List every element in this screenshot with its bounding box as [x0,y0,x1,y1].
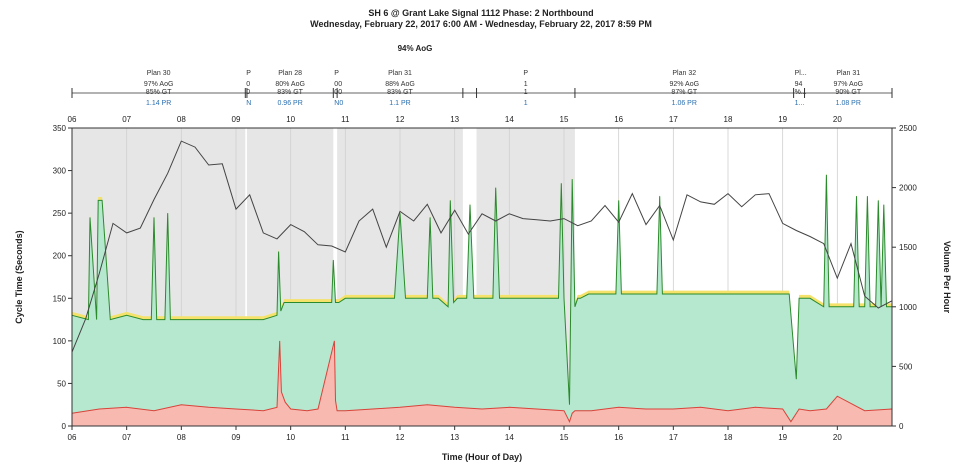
x-tick-label-top: 19 [778,115,787,124]
plan-gt: 00 [334,89,342,96]
x-tick-label: 18 [724,433,733,442]
x-tick-label: 10 [286,433,295,442]
x-tick-label-top: 09 [232,115,241,124]
plan-label: Plan 31 [836,70,860,77]
y2-tick-label: 1500 [899,243,917,252]
y2-tick-label: 1000 [899,303,917,312]
x-tick-label-top: 20 [833,115,842,124]
x-tick-label: 17 [669,433,678,442]
y-tick-label: 150 [53,294,67,303]
overall-aog: 94% AoG [397,44,433,53]
plan-pr: 0.96 PR [277,100,302,107]
plan-pr: 1 [524,100,528,107]
x-tick-label: 16 [614,433,623,442]
y2-tick-label: 2000 [899,184,917,193]
green-area [72,174,892,426]
plan-label: Plan 28 [278,70,302,77]
plan-gt: 83% GT [387,89,413,96]
y-tick-label: 200 [53,252,67,261]
x-tick-label-top: 12 [396,115,405,124]
plan-label: Plan 32 [672,70,696,77]
y-tick-label: 50 [57,379,66,388]
plan-gt: 83% GT [277,89,303,96]
red-area [72,340,892,426]
plan-pr: N0 [334,100,343,107]
plan-aog: 00 [334,81,342,88]
x-tick-label: 07 [122,433,131,442]
chart-subtitle: Wednesday, February 22, 2017 6:00 AM - W… [310,19,652,29]
volume-line [71,140,893,353]
plan-label: P [334,70,339,77]
x-tick-label-top: 07 [122,115,131,124]
y-tick-label: 100 [53,337,67,346]
plan-aog: 0 [246,81,250,88]
x-tick-label-top: 11 [341,115,350,124]
x-axis-title: Time (Hour of Day) [442,452,522,462]
x-tick-label-top: 13 [450,115,459,124]
plan-pr: 1.14 PR [146,100,171,107]
plan-aog: 97% AoG [833,81,863,88]
plan-gt: %... [795,89,807,96]
plan-label: Plan 30 [147,70,171,77]
y-tick-label: 250 [53,209,67,218]
red-line [71,340,893,424]
plan-pr: 1.08 PR [836,100,861,107]
x-tick-label-top: 16 [614,115,623,124]
plan-label: P [246,70,251,77]
plan-aog: 1 [524,81,528,88]
y2-tick-label: 500 [899,362,913,371]
x-tick-label-top: 15 [560,115,569,124]
y-tick-label: 300 [53,167,67,176]
plan-aog: 88% AoG [385,81,415,88]
y-axis-title: Cycle Time (Seconds) [14,230,24,323]
plan-aog: 92% AoG [669,81,699,88]
x-tick-label-top: 17 [669,115,678,124]
plan-aog: 94 [795,81,803,88]
x-tick-label: 13 [450,433,459,442]
plan-pr: N [246,100,251,107]
plan-gt: 0 [246,89,250,96]
plan-gt: 85% GT [146,89,172,96]
y2-tick-label: 2500 [899,124,917,133]
plan-label: Plan 31 [388,70,412,77]
x-tick-label-top: 06 [68,115,77,124]
green-line [71,174,892,405]
y2-tick-label: 0 [899,422,904,431]
x-tick-label: 09 [232,433,241,442]
series-lines-layer [71,140,893,424]
x-tick-label-top: 08 [177,115,186,124]
x-tick-label: 20 [833,433,842,442]
y2-axis-title: Volume Per Hour [942,241,952,314]
plan-gt: 90% GT [835,89,861,96]
x-tick-label: 12 [396,433,405,442]
axes-layer: 0 50 100 150 200 250 300 350 0 500 1000 1500 2000 250… [14,115,952,462]
x-tick-label-top: 14 [505,115,514,124]
plan-gt: 1 [524,89,528,96]
plan-aog: 97% AoG [144,81,174,88]
plan-gt: 87% GT [671,89,697,96]
plan-pr: 1... [795,100,805,107]
chart-title: SH 6 @ Grant Lake Signal 1112 Phase: 2 N… [368,8,594,18]
x-tick-label: 14 [505,433,514,442]
x-tick-label-top: 10 [286,115,295,124]
x-tick-label: 15 [560,433,569,442]
plan-label: Pl... [795,70,807,77]
plan-aog: 80% AoG [275,81,305,88]
y-tick-label: 350 [53,124,67,133]
x-tick-label: 11 [341,433,350,442]
plan-label: P [523,70,528,77]
plan-pr: 1.1 PR [389,100,410,107]
plan-pr: 1.06 PR [672,100,697,107]
y-tick-label: 0 [62,422,67,431]
x-tick-label: 08 [177,433,186,442]
x-tick-label-top: 18 [724,115,733,124]
x-tick-label: 06 [68,433,77,442]
x-tick-label: 19 [778,433,787,442]
